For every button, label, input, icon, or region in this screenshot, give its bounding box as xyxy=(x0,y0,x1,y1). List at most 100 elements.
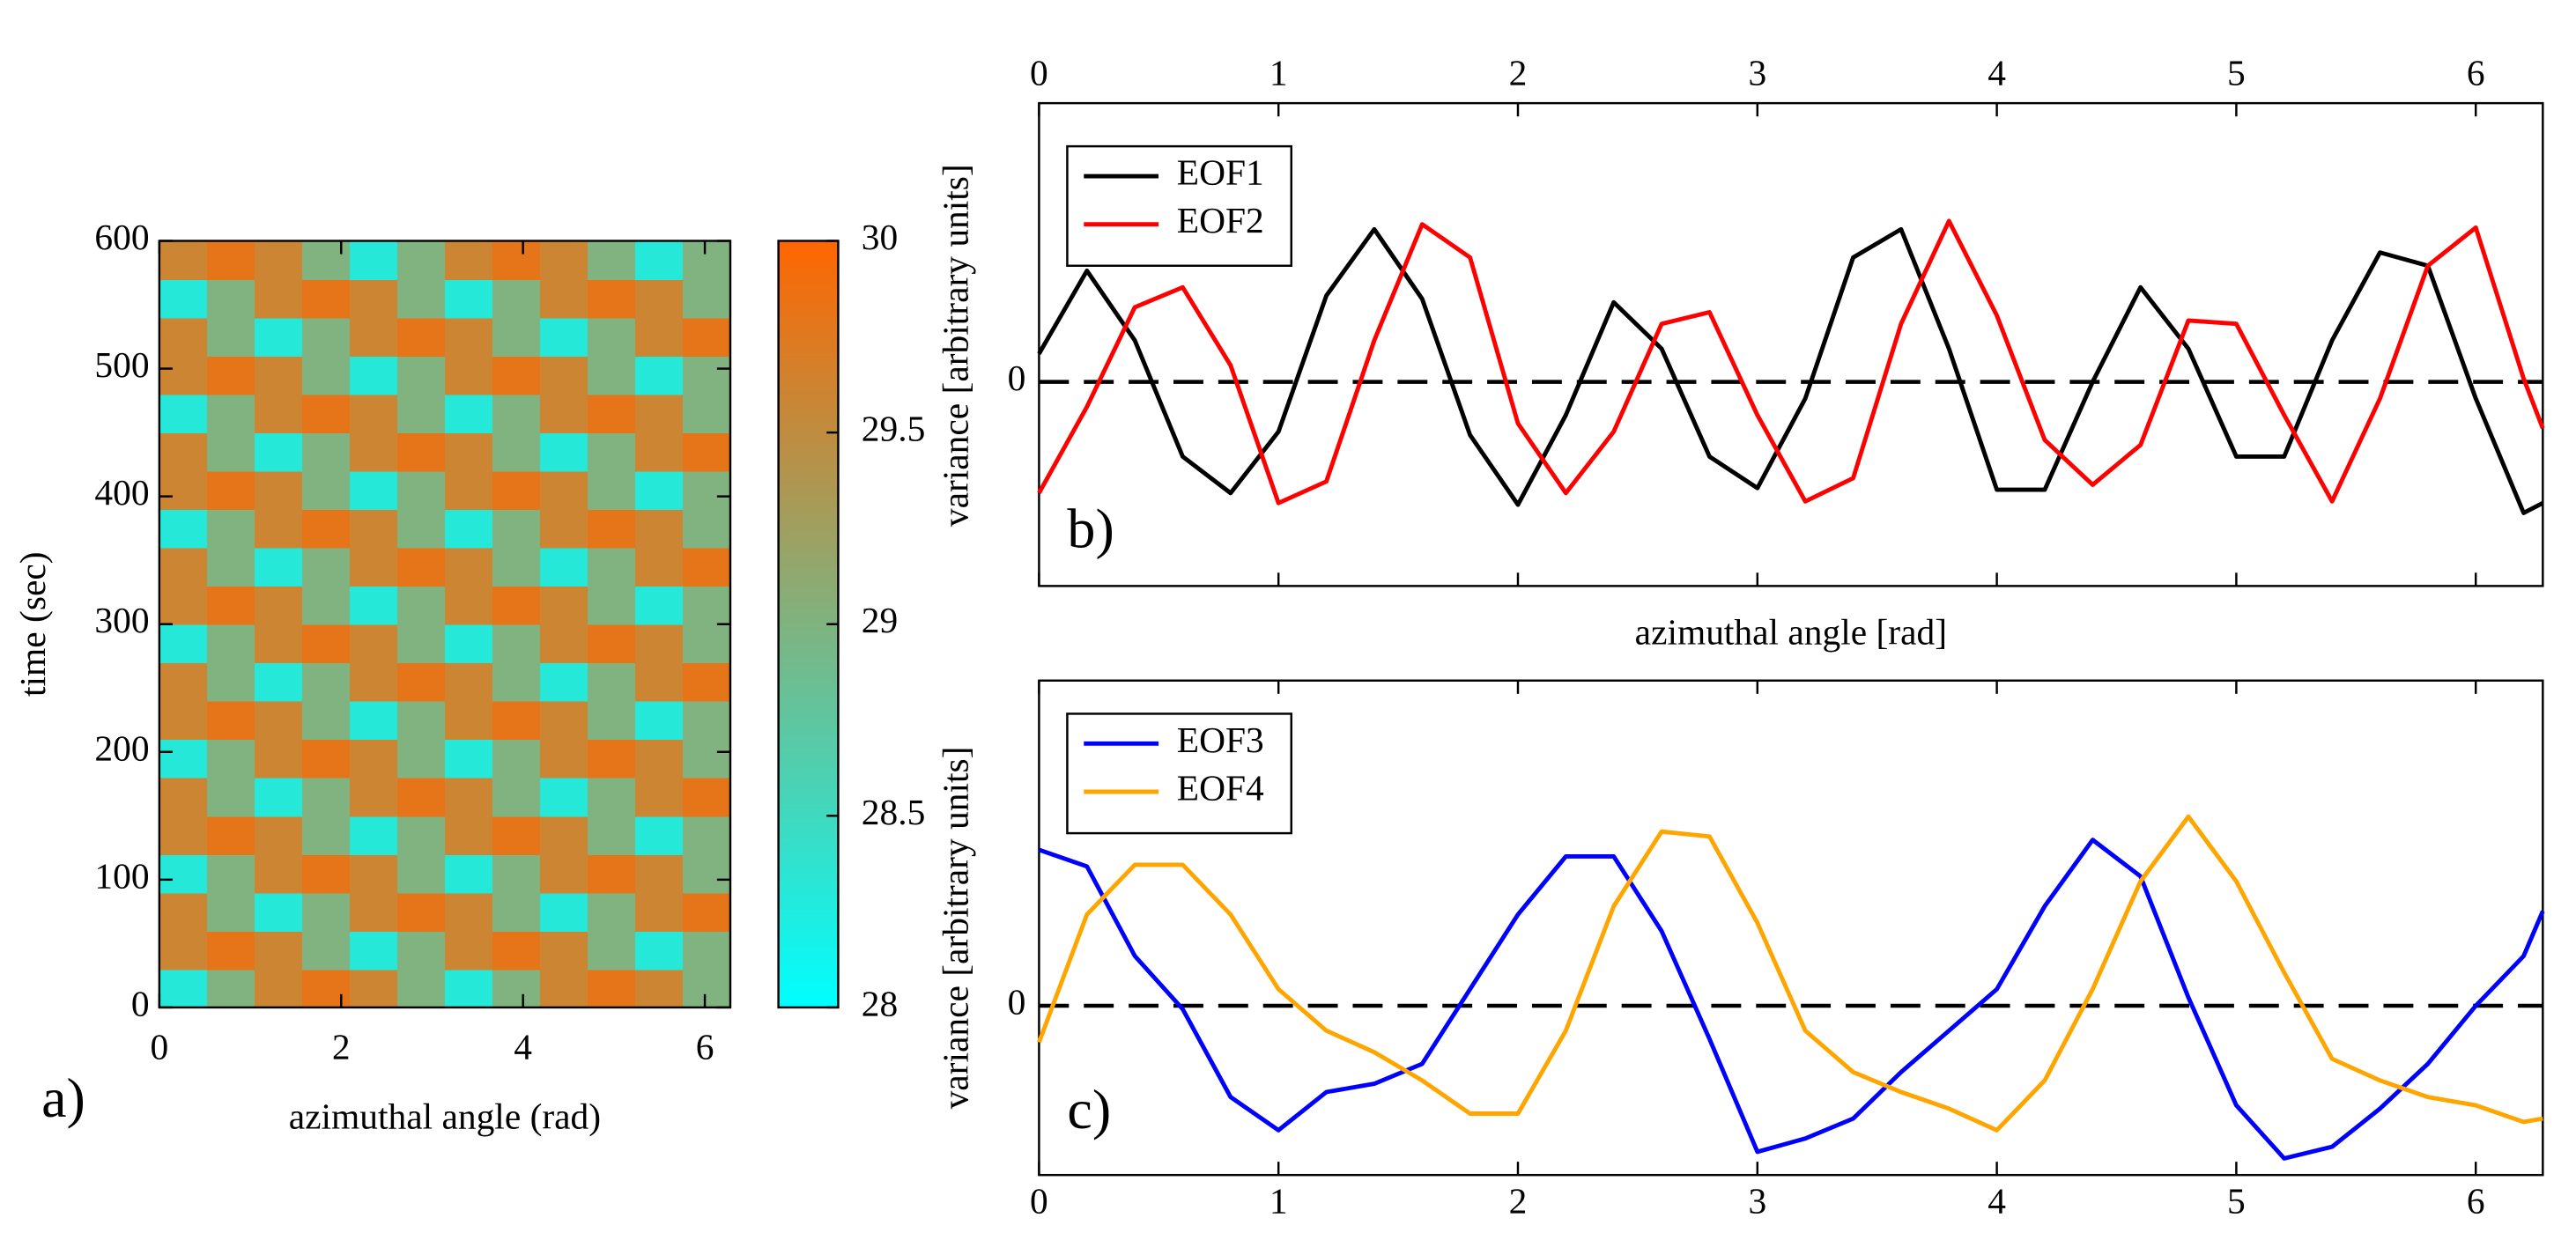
heatmap-cell xyxy=(444,586,493,625)
heatmap-cell xyxy=(634,853,684,894)
heatmap-cell xyxy=(159,547,208,587)
heatmap-cell xyxy=(492,739,541,779)
heatmap-cell xyxy=(159,356,208,395)
legend-label: EOF2 xyxy=(1177,200,1264,240)
x-tick-label: 0 xyxy=(151,1026,169,1067)
heatmap-cell xyxy=(682,662,731,702)
heatmap-cell xyxy=(206,816,255,855)
heatmap-cell xyxy=(539,662,588,702)
heatmap-cell xyxy=(492,662,541,702)
heatmap-cell xyxy=(206,892,255,932)
heatmap-cell xyxy=(396,240,446,280)
heatmap-cell xyxy=(492,700,541,741)
heatmap-cell xyxy=(301,394,351,434)
heatmap-cell xyxy=(539,317,588,358)
heatmap-cell xyxy=(396,700,446,741)
heatmap-cell xyxy=(349,777,398,817)
heatmap-cell xyxy=(206,777,255,817)
heatmap-cell xyxy=(539,969,588,1008)
heatmap-cell xyxy=(301,892,351,932)
heatmap-cell xyxy=(254,700,303,741)
heatmap-cell xyxy=(587,586,636,625)
heatmap-cell xyxy=(587,547,636,587)
heatmap-cell xyxy=(206,470,255,511)
heatmap-cell xyxy=(587,853,636,894)
heatmap-cell xyxy=(587,624,636,664)
heatmap-cell xyxy=(539,586,588,625)
heatmap-cell xyxy=(682,279,731,319)
heatmap-cell xyxy=(444,547,493,587)
legend-box xyxy=(1066,712,1292,835)
heatmap-cell xyxy=(159,509,208,549)
heatmap-cell xyxy=(206,356,255,395)
heatmap-cell xyxy=(206,853,255,894)
heatmap-cell xyxy=(159,470,208,511)
heatmap-cell xyxy=(492,892,541,932)
heatmap-cell xyxy=(634,356,684,395)
heatmap-cell xyxy=(444,853,493,894)
colorbar-tick-label: 28.5 xyxy=(862,792,926,832)
heatmap-cell xyxy=(682,853,731,894)
heatmap-cell xyxy=(254,853,303,894)
heatmap-cell xyxy=(159,317,208,358)
heatmap-cell xyxy=(396,662,446,702)
heatmap-cell xyxy=(444,240,493,280)
heatmap-cell xyxy=(396,432,446,472)
heatmap-cell xyxy=(159,930,208,971)
heatmap-cell xyxy=(396,777,446,817)
heatmap-cell xyxy=(254,662,303,702)
heatmap-cell xyxy=(159,279,208,319)
heatmap-cell xyxy=(682,930,731,971)
heatmap-cell xyxy=(634,586,684,625)
heatmap-cell xyxy=(301,356,351,395)
heatmap-cell xyxy=(539,432,588,472)
x-tick-label: 5 xyxy=(2227,52,2246,92)
heatmap-cell xyxy=(492,969,541,1008)
heatmap-cell xyxy=(254,624,303,664)
y-axis-label: variance [arbitrary units] xyxy=(935,164,975,527)
x-tick-label: 0 xyxy=(1030,52,1048,92)
y-tick-label: 0 xyxy=(1008,982,1026,1022)
heatmap-cell xyxy=(682,892,731,932)
heatmap-cell xyxy=(634,892,684,932)
heatmap-cell xyxy=(634,662,684,702)
heatmap-cell xyxy=(349,624,398,664)
heatmap-cell xyxy=(159,892,208,932)
heatmap-cell xyxy=(634,317,684,358)
heatmap-cell xyxy=(206,509,255,549)
heatmap-cell xyxy=(539,624,588,664)
heatmap-cell xyxy=(396,470,446,511)
x-tick-label: 3 xyxy=(1748,1181,1766,1222)
heatmap-cell xyxy=(159,816,208,855)
heatmap-cell xyxy=(254,739,303,779)
heatmap-cell xyxy=(682,739,731,779)
heatmap-cell xyxy=(587,700,636,741)
heatmap-cell xyxy=(444,317,493,358)
heatmap-cell xyxy=(492,547,541,587)
heatmap-cell xyxy=(539,356,588,395)
heatmap-cell xyxy=(301,279,351,319)
heatmap-cell xyxy=(301,240,351,280)
heatmap-cell xyxy=(301,586,351,625)
heatmap-cell xyxy=(254,394,303,434)
heatmap-cell xyxy=(492,853,541,894)
heatmap-cell xyxy=(396,356,446,395)
heatmap-cell xyxy=(254,356,303,395)
heatmap-cell xyxy=(444,739,493,779)
heatmap-cell xyxy=(349,739,398,779)
series-line xyxy=(1037,226,2544,515)
heatmap-cell xyxy=(349,892,398,932)
x-tick-label: 6 xyxy=(2467,1181,2485,1222)
heatmap-cell xyxy=(349,470,398,511)
heatmap-cell xyxy=(634,432,684,472)
heatmap-cell xyxy=(539,279,588,319)
heatmap-cell xyxy=(301,930,351,971)
heatmap-cell xyxy=(492,356,541,395)
heatmap-cell xyxy=(587,240,636,280)
heatmap-cell xyxy=(634,509,684,549)
heatmap-cell xyxy=(349,930,398,971)
heatmap-cell xyxy=(444,816,493,855)
heatmap-cell xyxy=(587,356,636,395)
heatmap-cell xyxy=(349,509,398,549)
heatmap-cell xyxy=(444,969,493,1008)
